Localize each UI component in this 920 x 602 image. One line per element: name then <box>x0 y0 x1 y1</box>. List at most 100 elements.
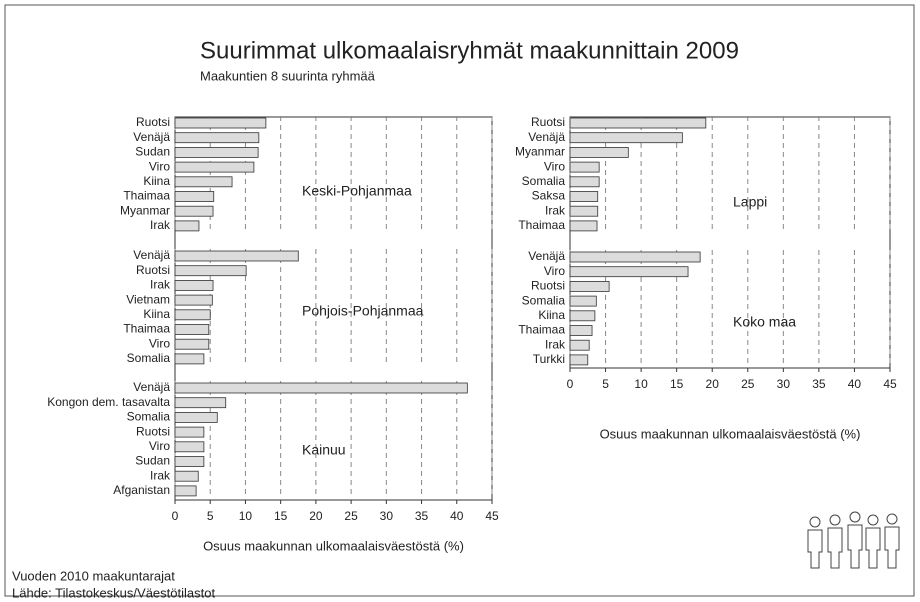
bar <box>569 220 598 232</box>
y-tick-label: Irak <box>545 337 566 351</box>
bar <box>174 338 210 350</box>
y-tick-label: Vietnam <box>126 292 170 306</box>
y-tick-label: Venäjä <box>133 130 170 144</box>
x-tick-label: 5 <box>602 377 609 391</box>
x-tick-label: 45 <box>485 509 499 523</box>
y-tick-label: Ruotsi <box>531 279 565 293</box>
panel-label: Koko maa <box>733 314 796 330</box>
bar <box>569 146 629 158</box>
y-tick-label: Sudan <box>135 454 170 468</box>
x-tick-label: 5 <box>207 509 214 523</box>
y-tick-label: Ruotsi <box>136 263 170 277</box>
bar <box>569 132 683 144</box>
bar <box>569 325 593 336</box>
y-tick-label: Viro <box>149 336 170 350</box>
y-tick-label: Thaimaa <box>123 189 170 203</box>
bar <box>174 324 210 335</box>
bar <box>569 354 589 366</box>
panel-label: Pohjois-Pohjanmaa <box>302 303 424 319</box>
people-icon <box>807 511 900 569</box>
bar <box>569 266 689 278</box>
y-tick-label: Saksa <box>532 189 566 203</box>
note: Vuoden 2010 maakuntarajat <box>12 568 175 583</box>
bar <box>174 132 260 144</box>
plot-frame <box>174 116 493 501</box>
x-tick-label: 35 <box>812 377 826 391</box>
bar <box>569 339 590 351</box>
bar <box>174 382 468 394</box>
bar <box>174 397 227 409</box>
bar <box>174 279 214 291</box>
x-tick-label: 10 <box>239 509 253 523</box>
y-tick-label: Viro <box>149 439 170 453</box>
bar <box>174 117 267 129</box>
bar <box>174 294 213 306</box>
bar <box>174 485 197 497</box>
x-tick-label: 35 <box>415 509 429 523</box>
y-tick-label: Kiina <box>143 307 170 321</box>
y-tick-label: Thaimaa <box>518 218 565 232</box>
y-tick-label: Viro <box>544 159 565 173</box>
bar <box>174 426 205 438</box>
panel-label: Lappi <box>733 194 767 210</box>
y-tick-label: Afganistan <box>113 483 170 497</box>
bar <box>174 205 214 217</box>
y-tick-label: Viro <box>149 159 170 173</box>
bar <box>569 310 596 322</box>
y-tick-label: Irak <box>150 468 171 482</box>
y-tick-label: Kiina <box>538 308 565 322</box>
y-tick-label: Thaimaa <box>123 322 170 336</box>
bar <box>174 146 259 158</box>
note: Lähde: Tilastokeskus/Väestötilastot <box>12 585 215 600</box>
x-tick-label: 20 <box>706 377 720 391</box>
panel-label: Keski-Pohjanmaa <box>302 183 412 199</box>
x-tick-label: 30 <box>777 377 791 391</box>
x-tick-label: 25 <box>741 377 755 391</box>
x-tick-label: 15 <box>274 509 288 523</box>
x-tick-label: 25 <box>344 509 358 523</box>
y-tick-label: Somalia <box>522 174 566 188</box>
y-tick-label: Irak <box>545 203 566 217</box>
y-tick-label: Somalia <box>127 410 171 424</box>
y-tick-label: Kongon dem. tasavalta <box>47 395 170 409</box>
bar <box>569 161 600 173</box>
panel-label: Kainuu <box>302 442 346 458</box>
y-tick-label: Venäjä <box>133 248 170 262</box>
chart-title: Suurimmat ulkomaalaisryhmät maakunnittai… <box>200 37 739 64</box>
bar <box>569 280 610 292</box>
y-tick-label: Ruotsi <box>136 115 170 129</box>
x-tick-label: 15 <box>670 377 684 391</box>
y-tick-label: Irak <box>150 218 171 232</box>
bar <box>174 161 255 173</box>
bar <box>174 191 215 202</box>
y-tick-label: Venäjä <box>528 249 565 263</box>
bar <box>174 441 205 453</box>
y-tick-label: Thaimaa <box>518 323 565 337</box>
bar <box>569 251 701 263</box>
bar <box>174 309 211 321</box>
bar <box>569 117 707 129</box>
y-tick-label: Turkki <box>533 352 565 366</box>
y-tick-label: Sudan <box>135 145 170 159</box>
x-tick-label: 40 <box>450 509 464 523</box>
bar <box>174 220 200 232</box>
y-tick-label: Venäjä <box>528 130 565 144</box>
y-tick-label: Somalia <box>127 351 171 365</box>
bar <box>174 353 205 365</box>
bar <box>569 295 597 307</box>
x-tick-label: 20 <box>309 509 323 523</box>
plot-frame <box>569 116 891 369</box>
y-tick-label: Venäjä <box>133 380 170 394</box>
y-tick-label: Irak <box>150 278 171 292</box>
bar <box>174 250 299 262</box>
x-tick-label: 10 <box>634 377 648 391</box>
page-frame <box>4 4 915 597</box>
bar <box>174 411 218 423</box>
y-tick-label: Ruotsi <box>136 424 170 438</box>
bar <box>569 176 600 188</box>
x-axis-label: Osuus maakunnan ulkomaalaisväestöstä (%) <box>203 538 464 553</box>
y-tick-label: Ruotsi <box>531 115 565 129</box>
chart-subtitle: Maakuntien 8 suurinta ryhmää <box>200 68 376 83</box>
x-tick-label: 0 <box>172 509 179 523</box>
